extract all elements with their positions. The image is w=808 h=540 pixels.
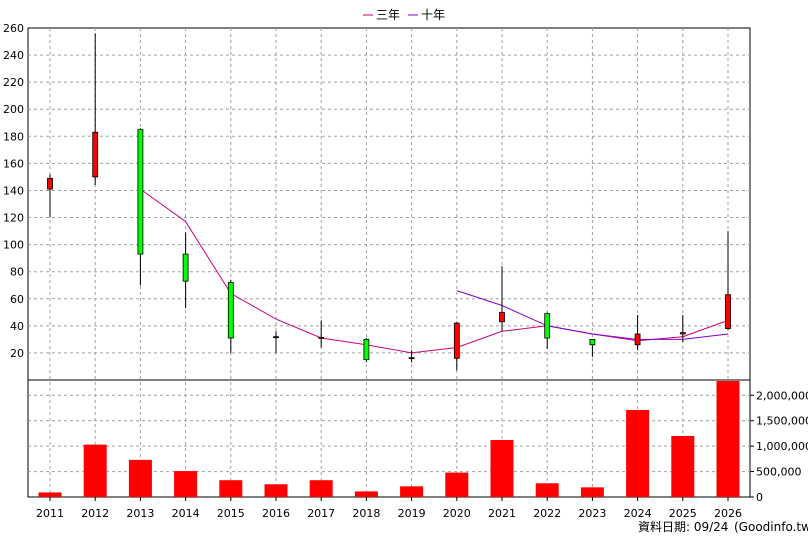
candle [182,232,189,309]
price-tick-label: 60 [10,293,24,306]
price-tick-label: 200 [3,103,24,116]
volume-bar [309,480,333,497]
price-axis: 20 40 60 80 100 120 140 160 180 200 220 240 260 [3,22,24,360]
candle-body [273,336,279,339]
year-tick-label: 2024 [624,507,652,520]
candle-body [47,177,53,190]
candle [227,279,234,353]
legend: 三年 十年 [363,8,445,22]
year-axis: 2011 2012 2013 2014 2015 2016 2017 2018 2019 2020… [36,497,742,520]
legend-ten-year-label: 十年 [421,8,445,22]
year-tick-label: 2015 [217,507,245,520]
year-tick-label: 2019 [398,507,426,520]
volume-tick-label: 0 [756,491,763,504]
candle [408,350,415,363]
price-tick-label: 260 [3,22,24,35]
year-tick-label: 2014 [172,507,200,520]
year-tick-label: 2018 [352,507,380,520]
price-tick-label: 40 [10,320,24,333]
price-tick-label: 180 [3,130,24,143]
price-panel [27,27,751,381]
volume-bar [535,483,559,497]
candle [453,321,460,371]
candle [725,231,731,330]
candle-body [182,253,189,282]
price-tick-label: 140 [3,184,24,197]
candle-body [589,338,596,346]
year-tick-label: 2017 [307,507,335,520]
candle [634,315,641,351]
volume-bar [445,472,469,497]
volume-axis: 0 500,000 1,000,000 1,500,000 2,000,000 [750,389,808,504]
candle [589,338,596,357]
candlesticks [47,33,731,371]
candle-body [544,313,551,339]
candle-body [408,357,415,360]
year-tick-label: 2022 [533,507,561,520]
volume-bars [38,381,740,497]
volume-bar [671,435,695,497]
candle-body [363,338,370,361]
price-tick-label: 160 [3,157,24,170]
volume-bar [400,486,424,497]
volume-tick-label: 2,000,000 [756,389,808,402]
volume-bar [174,471,198,497]
price-tick-label: 240 [3,49,24,62]
candle [47,174,53,218]
volume-bar [219,480,243,497]
year-tick-label: 2016 [262,507,290,520]
year-tick-label: 2012 [81,507,109,520]
year-tick-label: 2013 [126,507,154,520]
candle [499,266,505,332]
price-tick-label: 20 [10,347,24,360]
volume-bar [128,459,152,497]
volume-bar [716,381,740,497]
candle-body [634,333,641,346]
candle-body [137,129,144,255]
price-tick-label: 220 [3,76,24,89]
candle-body [725,294,731,329]
price-tick-label: 120 [3,212,24,225]
volume-bar [83,444,107,497]
volume-bar [264,484,288,497]
volume-bar [354,491,378,497]
year-tick-label: 2025 [669,507,697,520]
candle-body [679,332,686,335]
volume-bar [490,440,514,497]
volume-tick-label: 500,000 [756,466,802,479]
volume-tick-label: 1,500,000 [756,415,808,428]
candle-body [453,322,460,359]
year-tick-label: 2011 [36,507,64,520]
candle [92,33,99,186]
candle-body [227,282,234,339]
year-tick-label: 2020 [443,507,471,520]
footer-source: (Goodinfo.tw) [734,520,808,534]
candle [679,315,686,343]
average-line [140,188,729,354]
candle-body [92,131,99,178]
volume-bar [626,410,650,497]
year-tick-label: 2023 [578,507,606,520]
price-tick-label: 80 [10,266,24,279]
footer-date: 資料日期: 09/24 [638,520,728,534]
candle [318,320,325,348]
price-tick-label: 100 [3,239,24,252]
candle [544,312,551,349]
candle-body [318,336,325,339]
candle [363,338,370,363]
volume-bar [38,492,62,497]
candle-body [499,311,505,323]
volume-tick-label: 1,000,000 [756,440,808,453]
candle [273,331,279,353]
year-tick-label: 2021 [488,507,516,520]
year-tick-label: 2026 [714,507,742,520]
volume-bar [580,487,604,497]
candle [137,128,144,286]
legend-three-year-label: 三年 [376,8,400,22]
